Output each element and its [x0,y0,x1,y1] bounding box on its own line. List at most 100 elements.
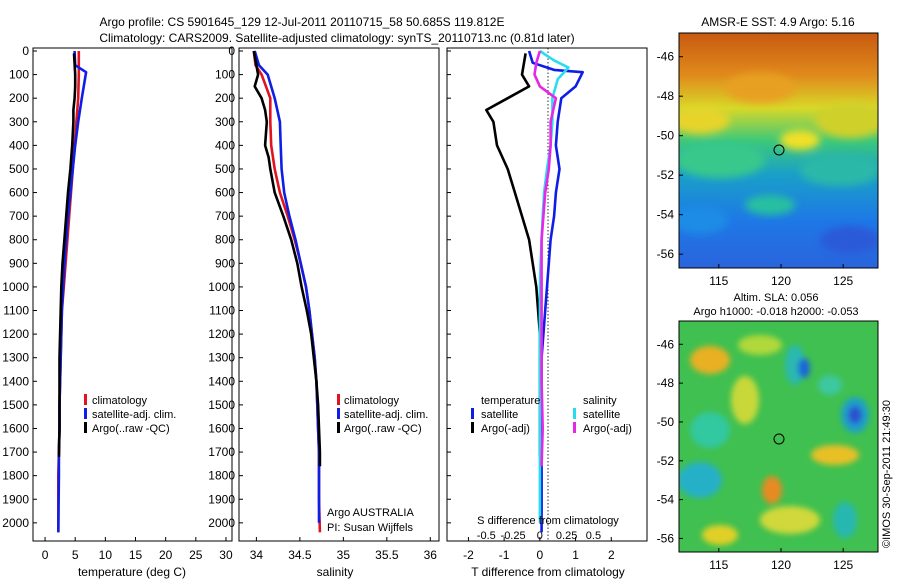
depth-tick-label: 1200 [2,327,29,341]
difference-depth-ticks [447,50,451,524]
x-tick-label: 20 [159,548,173,562]
lon-tick-label: 115 [709,274,728,288]
legend-swatch-sal-argo [573,422,576,433]
depth-tick-label: 1800 [2,469,29,483]
t-difference-label: T difference from climatology [471,565,625,579]
series-line-argo-raw-qc- [57,53,77,457]
salinity-x-ticks: 34 34.5 35 35.5 36 [250,537,438,562]
lat-tick-label: -52 [657,454,675,468]
sst-map-ticks: 115 120 125 -46 -48 -50 -52 -54 -56 [657,50,854,288]
x-tick-label: 5 [72,548,79,562]
salinity-x-label: salinity [317,565,354,579]
s-tick-label: 0 [537,530,543,542]
lat-tick-label: -56 [657,247,675,261]
temperature-depth-ticks: 0 100 200 300 400 500 600 700 800 900 1000 1100 1200… [2,44,37,530]
legend-label-argo: Argo(..raw -QC) [92,423,170,435]
s-difference-label: S difference from climatology [477,515,619,527]
legend-label-sal-satellite: satellite [583,409,620,421]
x-tick-label: 34.5 [288,548,312,562]
x-tick-label: 0 [42,548,49,562]
lat-tick-label: -56 [657,531,675,545]
depth-tick-label: 500 [9,162,29,176]
sla-field [679,321,878,552]
series-line-argo-raw-qc- [252,50,322,467]
temperature-x-ticks: 0 5 10 15 20 25 30 [42,537,233,562]
depth-tick-label: 1500 [2,398,29,412]
legend-swatch-temp-satellite [471,408,474,419]
legend-label-temp-argo: Argo(-adj) [481,423,530,435]
depth-tick-label: 600 [215,186,235,200]
temperature-axes-box [32,47,233,542]
x-tick-label: 10 [99,548,113,562]
lat-tick-label: -54 [657,208,675,222]
lat-tick-label: -46 [657,50,675,64]
sla-map-panel: Altim. SLA: 0.056 Argo h1000: -0.018 h20… [657,292,879,572]
series-line-salinity-argo-adj- [533,50,558,467]
x-tick-label: 35.5 [375,548,399,562]
depth-tick-label: 300 [215,115,235,129]
sst-field [679,33,878,268]
legend-swatch-temp-argo [471,422,474,433]
depth-tick-label: 1700 [2,445,29,459]
depth-tick-label: 1400 [208,374,235,388]
lat-tick-label: -50 [657,129,675,143]
x-tick-label: 2 [608,548,615,562]
legend-label-sal-argo: Argo(-adj) [583,423,632,435]
legend-label-climatology: climatology [92,395,148,407]
salinity-series [252,50,322,533]
lat-tick-label: -48 [657,89,675,103]
depth-tick-label: 1000 [2,280,29,294]
depth-tick-label: 200 [215,91,235,105]
salinity-panel: 0 100 200 300 400 500 600 700 800 900 1000 1100 1200… [208,44,440,579]
x-tick-label: 36 [424,548,438,562]
salinity-legend: climatology satellite-adj. clim. Argo(..… [337,394,428,435]
legend-label-climatology: climatology [344,395,400,407]
sla-map-title-line2: Argo h1000: -0.018 h2000: -0.053 [693,306,858,318]
x-tick-label: 1 [572,548,579,562]
s-tick-label: 0.5 [586,530,601,542]
lat-tick-label: -48 [657,376,675,390]
depth-tick-label: 600 [9,186,29,200]
x-tick-label: 35 [337,548,351,562]
lon-tick-label: 120 [771,558,791,572]
lon-tick-label: 115 [709,558,728,572]
depth-tick-label: 800 [215,233,235,247]
depth-tick-label: 2000 [208,516,235,530]
temperature-panel: 0100200300400500600700800900100011001200… [2,44,233,579]
lat-tick-label: -46 [657,337,675,351]
depth-tick-label: 1900 [208,492,235,506]
legend-swatch-argo [84,422,87,433]
difference-salinity-ticks: -0.5 -0.25 0 0.25 0.5 [477,530,601,542]
depth-tick-label: 0 [22,44,29,58]
depth-tick-label: 1800 [208,469,235,483]
figure-title-line1: Argo profile: CS 5901645_129 12-Jul-2011… [100,15,505,29]
depth-tick-label: 1900 [2,492,29,506]
difference-panel: -2 -1 0 1 2 -0.5 -0.25 0 0.25 0.5 S difference f… [446,47,648,579]
salinity-axes-box [238,47,440,542]
sla-map-ticks: 115 120 125 -46 -48 -50 -52 -54 -56 [657,337,854,572]
legend-swatch-climatology [84,394,87,405]
depth-tick-label: 1600 [2,421,29,435]
legend-title-temperature: temperature [481,395,540,407]
legend-swatch-climatology [337,394,340,405]
depth-tick-label: 100 [215,68,235,82]
lon-tick-label: 120 [771,274,791,288]
legend-swatch-argo [337,422,340,433]
s-tick-label: -0.25 [501,530,526,542]
depth-tick-label: 500 [215,162,235,176]
depth-tick-label: 1300 [2,351,29,365]
sla-map-frame [678,320,879,553]
sla-argo-marker [773,433,785,445]
series-line-salinity-satellite [538,49,570,523]
legend-label-satellite: satellite-adj. clim. [344,409,428,421]
difference-axes-box [446,47,648,542]
depth-tick-label: 1000 [208,280,235,294]
legend-label-temp-satellite: satellite [481,409,518,421]
s-tick-label: -0.5 [477,530,496,542]
depth-tick-label: 900 [9,256,29,270]
depth-tick-label: 300 [9,115,29,129]
difference-legend: temperature satellite Argo(-adj) salinit… [471,395,632,435]
x-tick-label: 30 [219,548,233,562]
depth-tick-label: 1400 [2,374,29,388]
depth-tick-label: 400 [9,138,29,152]
